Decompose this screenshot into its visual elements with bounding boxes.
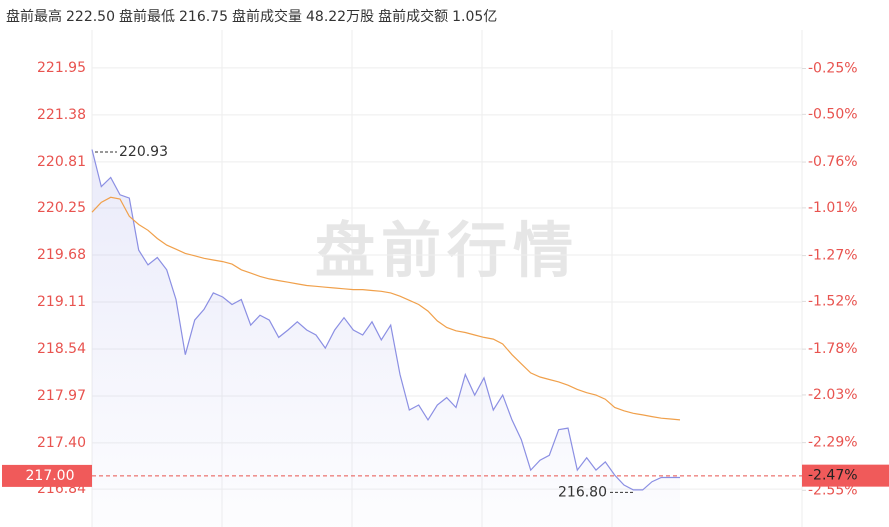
last-change-box [802, 464, 889, 487]
min-label: 216.80 [558, 484, 607, 500]
y-tick-label: 217.97 [37, 388, 86, 404]
header-value: 222.50 [66, 9, 115, 25]
last-change-label: -2.47% [808, 468, 858, 484]
y2-tick-label: -2.03% [808, 387, 858, 403]
y2-tick-label: -2.29% [808, 435, 858, 451]
header-label: 盘前最高 [6, 9, 62, 25]
header-label: 盘前最低 [119, 9, 175, 25]
y-tick-label: 217.40 [37, 435, 86, 451]
y2-tick-label: -1.78% [808, 341, 858, 357]
y2-tick-label: -0.76% [808, 154, 858, 170]
max-label: 220.93 [119, 144, 168, 160]
price-area [92, 149, 680, 527]
header-value: 48.22万股 [306, 9, 375, 25]
header-label: 盘前成交额 [378, 9, 449, 25]
last-price-label: 217.00 [26, 468, 75, 484]
price-line [91, 149, 680, 491]
y-tick-label: 219.11 [37, 294, 86, 310]
y2-tick-label: -1.27% [808, 248, 858, 264]
y-tick-label: 219.68 [37, 247, 86, 263]
y2-tick-label: -0.50% [808, 106, 858, 122]
header-value: 1.05亿 [452, 9, 498, 25]
header-value: 216.75 [179, 9, 228, 25]
y2-tick-label: -0.25% [808, 61, 858, 77]
y2-tick-label: -1.01% [808, 200, 858, 216]
y2-tick-label: -1.52% [808, 293, 858, 309]
header: 盘前最高 222.50 盘前最低 216.75 盘前成交量 48.22万股 盘前成交额 1.0… [6, 6, 501, 26]
y-tick-label: 220.25 [37, 200, 86, 216]
average-line [91, 196, 681, 421]
y-tick-label: 221.95 [37, 60, 86, 76]
header-label: 盘前成交量 [232, 9, 302, 25]
y-tick-label: 221.38 [37, 107, 86, 123]
y-tick-label: 220.81 [37, 154, 86, 170]
y-tick-label: 218.54 [37, 341, 86, 357]
last-price-box [2, 464, 92, 487]
watermark: 盘前行情 [315, 217, 579, 287]
